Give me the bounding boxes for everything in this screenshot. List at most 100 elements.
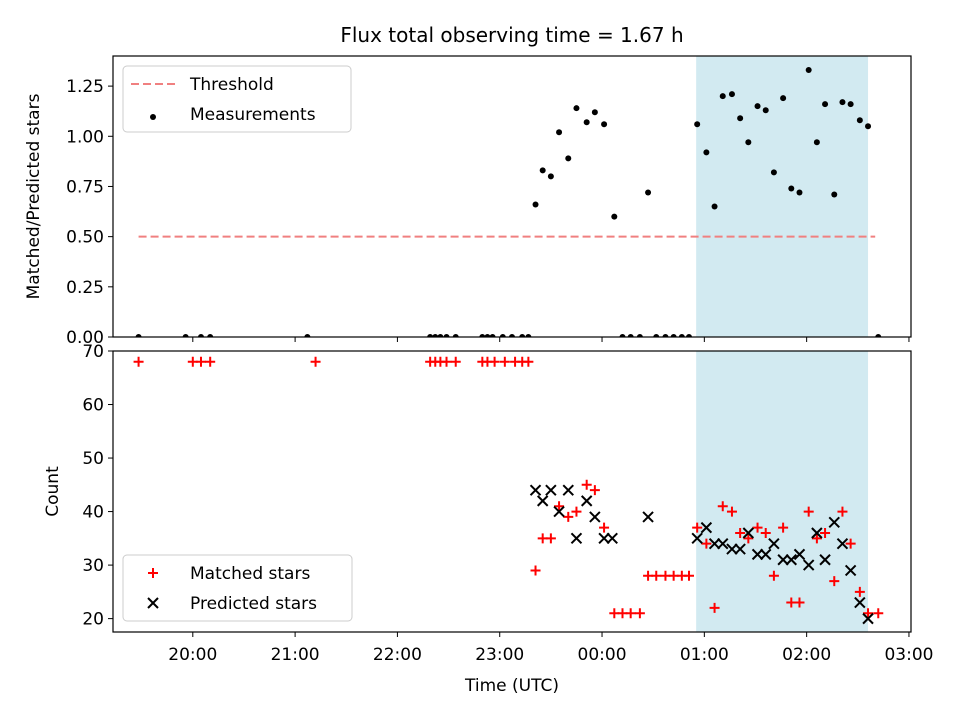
matched-star-point — [829, 576, 840, 587]
y-tick-label: 1.25 — [66, 77, 104, 97]
measurement-point — [547, 173, 554, 180]
measurement-point — [525, 334, 532, 337]
measurement-point — [780, 95, 787, 102]
measurement-point — [678, 334, 685, 337]
matched-star-point — [571, 506, 582, 517]
count-panel: 20 30 40 50 60 70 20:00 21:00 22:00 23:00 00:00 01:… — [43, 342, 933, 696]
measurement-point — [805, 67, 812, 74]
measurement-point — [822, 101, 829, 108]
measurement-point — [619, 334, 626, 337]
measurement-point — [703, 149, 710, 156]
measurement-point — [865, 123, 872, 130]
y-tick-label: 50 — [82, 449, 104, 469]
predicted-star-point — [529, 484, 542, 496]
predicted-star-point — [691, 532, 703, 545]
y-tick-label: 0.00 — [66, 328, 104, 348]
measurement-point — [694, 121, 701, 128]
measurement-point — [304, 334, 311, 337]
y-axis-label: Count — [43, 466, 63, 517]
y-tick-label: 0.25 — [66, 278, 104, 298]
chart-title: Flux total observing time = 1.67 h — [340, 23, 683, 47]
predicted-star-point — [862, 612, 874, 625]
predicted-star-point — [768, 537, 780, 550]
measurement-point — [443, 334, 450, 337]
measurement-point — [611, 213, 618, 220]
measurement-point — [653, 334, 660, 337]
measurement-point — [499, 334, 506, 337]
predicted-star-point — [734, 543, 746, 555]
predicted-star-point — [777, 554, 789, 566]
legend-measurements-swatch — [150, 114, 156, 120]
predicted-star-point — [589, 511, 601, 523]
measurement-point — [583, 119, 590, 126]
measurement-point — [670, 334, 677, 337]
predicted-star-point — [819, 554, 831, 566]
measurement-point — [484, 334, 491, 337]
measurement-point — [737, 115, 744, 122]
matched-star-point — [837, 506, 848, 517]
predicted-star-point — [570, 532, 583, 545]
matched-star-point — [545, 533, 556, 544]
matched-star-point — [310, 356, 321, 367]
x-tick-label: 23:00 — [475, 645, 524, 665]
measurement-point — [796, 189, 803, 196]
x-axis-label: Time (UTC) — [464, 676, 559, 696]
matched-star-point — [499, 356, 510, 367]
measurement-point — [728, 91, 735, 98]
y-tick-label: 60 — [82, 396, 104, 416]
predicted-star-point — [708, 537, 721, 550]
measurement-point — [427, 334, 434, 337]
y-tick-label: 20 — [82, 610, 104, 630]
y-tick-label: 0.50 — [66, 228, 104, 248]
predicted-star-point — [598, 532, 610, 545]
measurement-point — [573, 105, 580, 112]
measurement-point — [847, 101, 854, 108]
observing-span — [696, 351, 869, 632]
matched-star-point — [441, 356, 452, 367]
measurement-point — [754, 103, 761, 110]
predicted-star-point — [562, 484, 574, 496]
ratio-panel: 0.00 0.25 0.50 0.75 1.00 1.25 Matched/Predicte… — [24, 55, 912, 348]
matched-star-point — [554, 501, 565, 512]
matched-star-point — [205, 356, 216, 367]
legend-matched-swatch — [148, 568, 158, 578]
matched-star-point — [752, 522, 763, 533]
measurement-point — [839, 99, 846, 106]
measurement-point — [556, 129, 563, 136]
matched-star-point — [794, 597, 805, 608]
predicted-star-point — [854, 596, 866, 609]
measurement-point — [770, 169, 777, 176]
legend-matched-label: Matched stars — [190, 564, 310, 584]
predicted-star-point — [836, 537, 849, 550]
measurement-point — [745, 139, 752, 146]
measurement-point — [509, 334, 515, 337]
x-tick-label: 21:00 — [271, 645, 320, 665]
y-axis-label: Matched/Predicted stars — [24, 93, 44, 299]
measurement-point — [601, 121, 608, 128]
axes-frame — [112, 350, 912, 633]
matched-star-point — [726, 506, 737, 517]
matched-star-point — [735, 527, 746, 538]
predicted-star-point — [553, 505, 565, 518]
y-tick-label: 70 — [82, 342, 104, 362]
legend-measurements-label: Measurements — [190, 105, 316, 125]
measurement-point — [432, 334, 439, 337]
measurement-point — [532, 201, 539, 208]
y-tick-label: 0.75 — [66, 177, 104, 197]
matched-star-point — [863, 608, 874, 619]
x-tick-label: 20:00 — [168, 645, 217, 665]
predicted-star-point — [844, 564, 857, 577]
measurement-point — [182, 334, 189, 337]
y-tick-label: 40 — [82, 503, 104, 523]
matched-star-point — [768, 570, 779, 581]
legend-box — [122, 554, 353, 622]
matched-star-point — [195, 356, 206, 367]
measurement-point — [788, 185, 795, 192]
predicted-star-point — [700, 521, 713, 534]
matched-star-point — [854, 586, 865, 597]
x-tick-label: 22:00 — [373, 645, 422, 665]
predicted-star-point — [742, 527, 755, 539]
x-tick-label: 01:00 — [680, 645, 729, 665]
predicted-star-point — [760, 548, 772, 561]
legend-predicted-swatch — [147, 597, 159, 609]
